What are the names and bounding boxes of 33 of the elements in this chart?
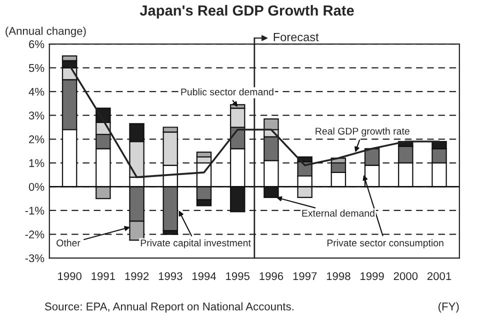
y-tick-label: -3%: [25, 254, 44, 262]
source-note: Source: EPA, Annual Report on National Accounts.: [44, 302, 294, 313]
chart-title: Japan's Real GDP Growth Rate: [140, 4, 354, 19]
x-tick-label: 1993: [158, 272, 182, 280]
y-tick-label: 3%: [28, 112, 44, 120]
y-tick-label: -2%: [25, 230, 44, 238]
text: Other: [56, 239, 80, 246]
x-tick-label: 1990: [58, 272, 82, 280]
text: External demand: [302, 210, 374, 217]
y-tick-label: 4%: [28, 88, 44, 96]
x-tick-label: 2000: [394, 272, 418, 280]
x-tick-label: 1991: [92, 272, 115, 280]
series-label: Public sector demand: [181, 88, 274, 96]
y-axis-title: (Annual change): [6, 26, 86, 38]
y-tick-label: -1%: [25, 206, 44, 215]
x-tick-label: 1994: [192, 272, 216, 280]
y-tick-label: 5%: [28, 64, 44, 72]
text: Private sector consumption: [327, 239, 444, 248]
series-label: Private capital investment: [140, 239, 251, 248]
x-tick-label: 1998: [326, 272, 350, 280]
y-tick-label: 6%: [29, 40, 44, 48]
y-tick-label: 0%: [28, 182, 44, 191]
ref-line-label: Forecast: [274, 33, 319, 42]
x-tick-label: 1997: [293, 272, 317, 280]
x-tick-label: 1992: [125, 272, 149, 280]
series-label: Real GDP growth rate: [316, 127, 410, 137]
y-tick-label: 1%: [29, 159, 44, 168]
x-tick-label: 1995: [226, 272, 250, 280]
x-axis-title: (FY): [438, 302, 459, 313]
x-tick-label: 1996: [260, 272, 284, 280]
x-tick-label: 2001: [427, 272, 452, 280]
y-tick-label: 2%: [29, 135, 44, 144]
x-tick-label: 1999: [360, 272, 384, 280]
